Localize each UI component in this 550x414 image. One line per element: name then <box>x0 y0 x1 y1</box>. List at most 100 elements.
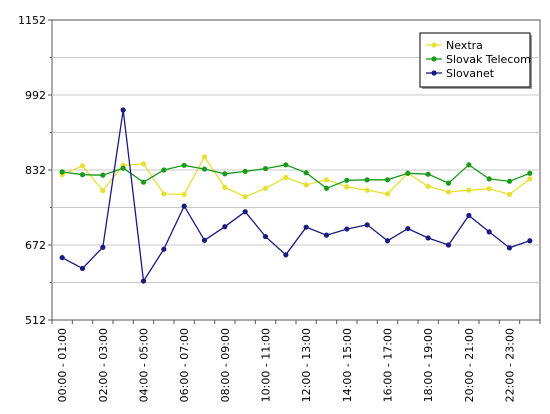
data-point <box>344 226 350 232</box>
legend-swatch-marker <box>431 56 437 62</box>
data-point <box>161 191 167 197</box>
legend-label: Nextra <box>446 39 483 52</box>
series-slovanet <box>59 107 533 284</box>
data-point <box>222 224 228 230</box>
data-point <box>445 242 452 248</box>
legend-label: Slovak Telecom <box>446 53 531 66</box>
legend-swatch-marker <box>431 42 437 48</box>
data-point <box>466 212 472 219</box>
data-point <box>405 225 411 232</box>
data-point <box>242 209 248 215</box>
data-point <box>344 184 350 190</box>
data-point <box>201 237 208 243</box>
y-tick-label: 512 <box>25 314 46 327</box>
data-point <box>161 167 167 173</box>
data-point <box>445 180 452 186</box>
data-point <box>242 194 248 200</box>
data-point <box>181 162 187 168</box>
series-line <box>61 155 531 198</box>
data-point <box>140 161 147 167</box>
data-point <box>181 203 187 209</box>
data-point <box>262 185 269 191</box>
data-point <box>364 187 370 193</box>
data-point <box>384 177 391 183</box>
data-point <box>323 177 330 183</box>
data-point <box>527 170 533 176</box>
data-point <box>506 191 513 197</box>
x-tick-label: 12:00 - 13:00 <box>300 328 313 402</box>
data-point <box>140 179 147 185</box>
data-point <box>181 191 187 197</box>
data-point <box>364 177 370 183</box>
legend-box <box>419 32 531 88</box>
axes: 512 672 832 992 1152 00:00 - 01:00 02:00 - 03:… <box>18 14 541 402</box>
data-point <box>364 222 370 228</box>
data-point <box>201 166 208 172</box>
data-point <box>486 229 492 235</box>
x-tick-label: 02:00 - 03:00 <box>97 328 110 402</box>
x-tick-label: 04:00 - 05:00 <box>138 328 151 402</box>
data-point <box>59 169 65 175</box>
data-point <box>59 255 65 261</box>
data-point <box>283 162 289 168</box>
data-point <box>79 172 86 178</box>
x-tick-label: 18:00 - 19:00 <box>422 328 435 402</box>
data-point <box>445 189 452 195</box>
data-point <box>140 278 147 284</box>
data-point <box>344 177 350 183</box>
series-line <box>61 109 531 283</box>
series-slovak-telecom <box>59 162 533 191</box>
data-point <box>100 188 106 194</box>
series-line <box>62 163 531 190</box>
x-tick-label: 16:00 - 17:00 <box>382 328 395 402</box>
data-point <box>425 235 431 241</box>
x-tick-label: 22:00 - 23:00 <box>504 328 517 402</box>
data-point <box>466 187 472 193</box>
data-point <box>283 252 289 258</box>
data-point <box>323 232 330 238</box>
data-point <box>303 170 309 176</box>
data-point <box>161 246 167 252</box>
data-point <box>262 165 269 172</box>
data-point <box>100 244 106 250</box>
data-point <box>384 191 391 197</box>
data-point <box>506 178 513 184</box>
data-point <box>262 233 269 240</box>
data-point <box>384 238 391 244</box>
data-point <box>100 172 106 178</box>
y-tick-label: 1152 <box>18 14 46 27</box>
data-point <box>120 107 126 113</box>
data-point <box>303 182 309 188</box>
data-point <box>425 171 431 177</box>
data-point <box>527 176 533 182</box>
x-tick-label: 14:00 - 15:00 <box>341 328 354 402</box>
data-point <box>506 245 513 251</box>
data-point <box>486 176 492 182</box>
y-tick-label: 992 <box>25 89 46 102</box>
x-tick-label: 20:00 - 21:00 <box>463 328 476 402</box>
data-point <box>242 168 248 175</box>
data-point <box>201 154 208 160</box>
data-point <box>425 183 431 190</box>
y-tick-label: 832 <box>25 164 46 177</box>
data-point <box>466 162 472 168</box>
y-tick-label: 672 <box>25 239 46 252</box>
x-tick-label: 08:00 - 09:00 <box>219 328 232 402</box>
legend-swatch-marker <box>431 70 437 76</box>
data-point <box>222 171 228 177</box>
data-point <box>303 224 309 230</box>
data-point <box>222 184 228 190</box>
data-point <box>323 185 330 191</box>
data-point <box>79 163 86 169</box>
x-tick-label: 00:00 - 01:00 <box>56 328 69 402</box>
series-lines <box>59 107 533 284</box>
x-tick-label: 10:00 - 11:00 <box>260 328 273 402</box>
legend-label: Slovanet <box>446 67 495 80</box>
data-point <box>405 170 411 176</box>
data-point <box>486 186 492 192</box>
x-tick-label: 06:00 - 07:00 <box>178 328 191 402</box>
data-point <box>527 238 533 244</box>
